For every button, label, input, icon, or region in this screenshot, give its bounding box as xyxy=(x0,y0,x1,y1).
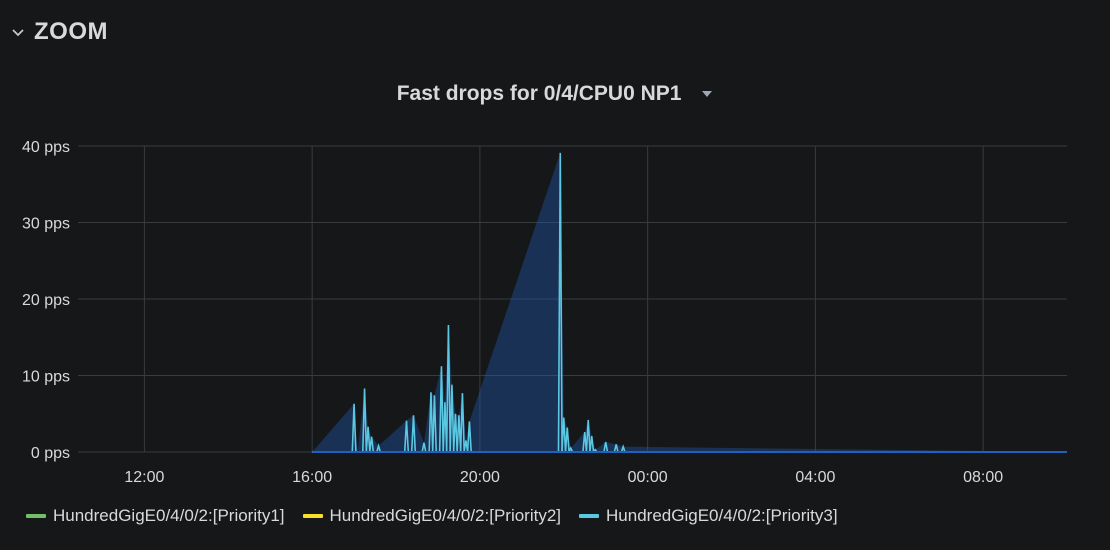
panel-title[interactable]: Fast drops for 0/4/CPU0 NP1 xyxy=(396,82,682,105)
x-tick-label: 00:00 xyxy=(628,469,668,486)
legend-label-priority3: HundredGigE0/4/0/2:[Priority3] xyxy=(606,506,838,525)
y-tick-label: 30 pps xyxy=(22,216,70,233)
spike-point xyxy=(459,393,466,453)
legend-swatch-priority1 xyxy=(26,514,46,518)
legend-swatch-priority2 xyxy=(302,514,323,518)
panel-title-bar[interactable]: Fast drops for 0/4/CPU0 NP1 xyxy=(0,82,1110,106)
spike-point xyxy=(557,152,563,453)
y-tick-label: 10 pps xyxy=(22,369,70,386)
row-title: ZOOM xyxy=(34,18,108,45)
spike-point xyxy=(361,388,368,453)
spike-point xyxy=(351,403,357,453)
spike-point xyxy=(585,419,591,453)
spike-point xyxy=(421,442,427,453)
chart: 0 pps 10 pps 20 pps 30 pps 40 pps 12:00 16:00 2… xyxy=(22,139,1067,486)
spike-point xyxy=(375,443,382,453)
spike-point xyxy=(410,415,417,453)
legend-item-priority2[interactable]: HundredGigE0/4/0/2:[Priority2] xyxy=(302,506,562,526)
legend-label-priority2: HundredGigE0/4/0/2:[Priority2] xyxy=(329,506,562,525)
spike-point xyxy=(603,441,609,453)
spike-point xyxy=(449,384,455,453)
legend-item-priority3[interactable]: HundredGigE0/4/0/2:[Priority3] xyxy=(579,506,838,526)
spike-point xyxy=(368,436,375,453)
row-header[interactable]: ZOOM xyxy=(10,18,108,46)
spike-point xyxy=(568,446,574,453)
spike-point xyxy=(403,420,410,453)
spike-point xyxy=(466,421,473,453)
spike-point xyxy=(620,444,626,453)
x-tick-label: 12:00 xyxy=(124,469,164,486)
y-tick-label: 40 pps xyxy=(22,139,70,156)
legend-item-priority1[interactable]: HundredGigE0/4/0/2:[Priority1] xyxy=(26,506,285,526)
spike-point xyxy=(564,427,570,453)
x-tick-label: 16:00 xyxy=(292,469,332,486)
spike-point xyxy=(452,413,459,453)
spike-point xyxy=(365,426,371,453)
legend: HundredGigE0/4/0/2:[Priority1] HundredGi… xyxy=(26,506,838,526)
spike-point xyxy=(561,417,567,453)
spike-point xyxy=(613,444,619,453)
chevron-down-icon[interactable] xyxy=(10,24,26,40)
y-tick-label: 20 pps xyxy=(22,292,70,309)
x-tick-label: 20:00 xyxy=(460,469,500,486)
legend-swatch-priority3 xyxy=(579,514,600,518)
spike-point xyxy=(445,324,452,453)
spike-point xyxy=(431,395,438,453)
spike-point xyxy=(582,432,588,453)
spike-point xyxy=(428,392,434,453)
y-tick-label: 0 pps xyxy=(31,445,70,462)
series-area-priority3 xyxy=(312,152,1067,452)
spike-point xyxy=(589,435,595,453)
x-tick-label: 08:00 xyxy=(963,469,1003,486)
spike-point xyxy=(438,366,445,453)
spike-point xyxy=(456,415,462,453)
x-tick-label: 04:00 xyxy=(795,469,835,486)
legend-label-priority1: HundredGigE0/4/0/2:[Priority1] xyxy=(53,506,285,525)
caret-down-icon[interactable] xyxy=(701,90,713,98)
